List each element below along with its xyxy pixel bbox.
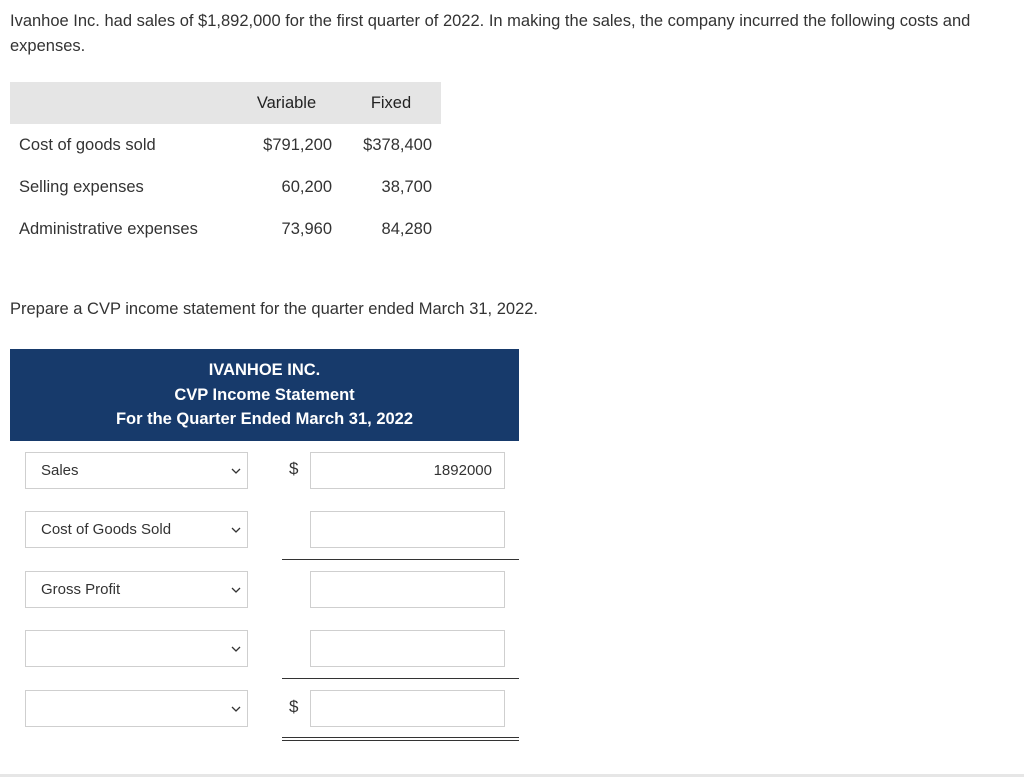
total-double-rule-bottom [282, 740, 519, 741]
row-label: Administrative expenses [19, 219, 198, 238]
line-item-select[interactable]: Gross Profit [25, 571, 248, 608]
subtotal-rule [282, 678, 519, 679]
chevron-down-icon [231, 587, 241, 593]
amount-input[interactable] [310, 511, 505, 548]
header-variable: Variable [232, 82, 341, 124]
fixed-value: $378,400 [363, 135, 432, 154]
instruction-text: Prepare a CVP income statement for the q… [10, 300, 538, 318]
chevron-down-icon [231, 706, 241, 712]
table-row: Cost of goods sold $791,200 $378,400 [10, 124, 441, 166]
line-item-select[interactable] [25, 630, 248, 667]
amount-input[interactable] [310, 690, 505, 727]
cost-table-header-row: Variable Fixed [10, 82, 441, 124]
table-row: Administrative expenses 73,960 84,280 [10, 208, 441, 250]
select-value: Sales [41, 462, 79, 479]
total-double-rule-top [282, 737, 519, 738]
select-value: Cost of Goods Sold [41, 521, 172, 538]
line-item-select[interactable] [25, 690, 248, 727]
page-bottom-divider [0, 774, 1024, 777]
chevron-down-icon [231, 527, 241, 533]
cost-table: Variable Fixed Cost of goods sold $791,2… [10, 82, 441, 250]
dollar-sign: $ [289, 459, 299, 478]
amount-input[interactable] [310, 630, 505, 667]
amount-input[interactable] [310, 571, 505, 608]
fixed-value: 38,700 [381, 177, 432, 196]
line-item-select[interactable]: Sales [25, 452, 248, 489]
variable-value: 60,200 [281, 177, 332, 196]
subtotal-rule [282, 559, 519, 560]
chevron-down-icon [231, 468, 241, 474]
statement-header: IVANHOE INC. CVP Income Statement For th… [10, 349, 519, 441]
header-fixed: Fixed [341, 82, 441, 124]
line-item-select[interactable]: Cost of Goods Sold [25, 511, 248, 548]
statement-period: For the Quarter Ended March 31, 2022 [115, 410, 414, 428]
table-row: Selling expenses 60,200 38,700 [10, 166, 441, 208]
dollar-sign: $ [289, 697, 299, 716]
row-label: Cost of goods sold [19, 135, 156, 154]
variable-value: $791,200 [263, 135, 332, 154]
problem-intro: Ivanhoe Inc. had sales of $1,892,000 for… [10, 12, 971, 55]
amount-input[interactable]: 1892000 [310, 452, 505, 489]
statement-title: CVP Income Statement [174, 385, 355, 404]
row-label: Selling expenses [19, 177, 144, 196]
company-name: IVANHOE INC. [208, 361, 321, 379]
fixed-value: 84,280 [381, 219, 432, 238]
chevron-down-icon [231, 646, 241, 652]
header-blank [10, 82, 232, 124]
variable-value: 73,960 [281, 219, 332, 238]
select-value: Gross Profit [41, 581, 121, 598]
